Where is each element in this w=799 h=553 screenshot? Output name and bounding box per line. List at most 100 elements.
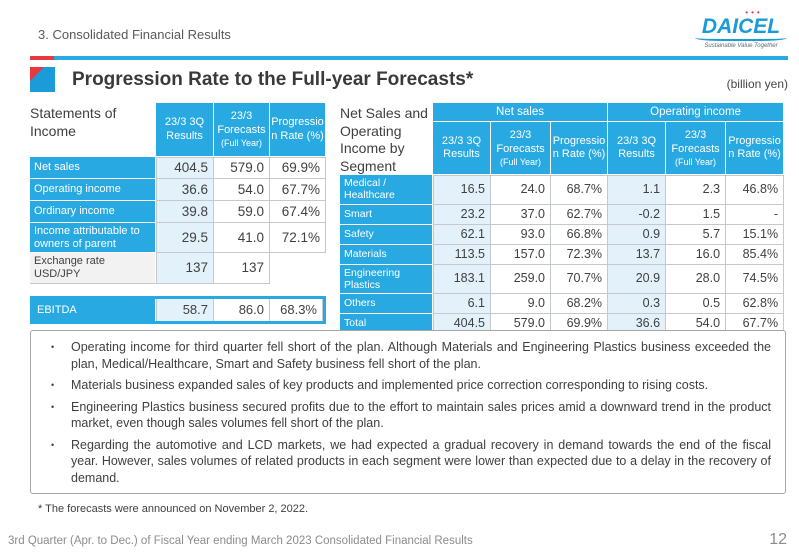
cell-value: 0.9 [608, 224, 667, 245]
title-row: Progression Rate to the Full-year Foreca… [30, 67, 788, 92]
cell-value: 66.8% [551, 224, 609, 245]
bullet-marker-icon: • [51, 401, 55, 412]
bullet-item: • Regarding the automotive and LCD market… [45, 437, 771, 487]
footer-text: 3rd Quarter (Apr. to Dec.) of Fiscal Yea… [8, 535, 473, 547]
cell-value: 37.0 [491, 204, 551, 225]
cell-value: 15.1% [726, 224, 785, 245]
cell-value: 259.0 [491, 264, 551, 294]
cell-value: 113.5 [433, 244, 491, 265]
table-row: Total 404.5 579.0 69.9% 36.6 54.0 67.7% [340, 313, 785, 334]
cell-value: 72.3% [551, 244, 609, 265]
table-row: Income attributable to owners of parent 2… [30, 223, 326, 254]
cell-value: 85.4% [726, 244, 785, 265]
cell-value: 183.1 [433, 264, 491, 294]
daicel-logo: ••• DAICEL Sustainable Value Together [693, 9, 789, 49]
row-label: Operating income [30, 179, 156, 202]
statements-of-income-table: Statements of Income 23/3 3Q Results 23/… [30, 103, 326, 284]
col-ns-forecasts-main: 23/3 Forecasts [496, 129, 545, 155]
table-row: Exchange rate USD/JPY 137 137 [30, 253, 326, 284]
cell-value: 0.5 [666, 293, 727, 314]
table-row: Safety 62.1 93.0 66.8% 0.9 5.7 15.1% [340, 224, 785, 245]
row-label: Engineering Plastics [340, 264, 433, 294]
col-oi-forecasts-sub: (Full Year) [675, 156, 717, 167]
rule-red-segment [30, 56, 54, 60]
commentary-box: • Operating income for third quarter fell… [30, 330, 786, 494]
cell-value: 6.1 [433, 293, 491, 314]
cell-value: 54.0 [214, 179, 270, 202]
col-oi-forecasts-main: 23/3 Forecasts [671, 129, 720, 155]
cell-value: 404.5 [156, 157, 214, 180]
left-table-caption: Statements of Income [30, 103, 156, 157]
cell-value: 29.5 [156, 223, 214, 254]
cell-value: 9.0 [491, 293, 551, 314]
cell-value: 0.3 [608, 293, 667, 314]
ebitda-label: EBITDA [33, 299, 156, 321]
cell-value: 70.7% [551, 264, 609, 294]
cell-value: 41.0 [214, 223, 270, 254]
row-label: Ordinary income [30, 201, 156, 224]
col-results: 23/3 3Q Results [156, 103, 214, 157]
bullet-marker-icon: • [51, 439, 55, 450]
cell-value: 36.6 [608, 313, 667, 334]
col-ns-forecasts-sub: (Full Year) [499, 156, 542, 167]
bullet-item: • Materials business expanded sales of ke… [45, 377, 771, 394]
cell-value: 59.0 [214, 201, 270, 224]
logo-swoosh-icon [695, 38, 787, 41]
bullet-text: Engineering Plastics business secured pr… [71, 399, 771, 431]
group-net-sales: Net sales [433, 103, 609, 123]
cell-value [270, 253, 326, 284]
cell-value: 74.5% [726, 264, 785, 294]
title-marker-icon [30, 67, 55, 92]
bullet-item: • Operating income for third quarter fell… [45, 339, 771, 372]
bullet-item: • Engineering Plastics business secured p… [45, 399, 771, 432]
col-forecasts-sub: (Full Year) [220, 137, 263, 148]
cell-value: - [726, 204, 785, 225]
group-operating-income: Operating income [608, 103, 785, 123]
cell-value: 62.8% [726, 293, 785, 314]
cell-value: 62.7% [551, 204, 609, 225]
ebitda-row: EBITDA 58.7 86.0 68.3% [33, 299, 323, 321]
cell-value: 5.7 [666, 224, 727, 245]
page-title: Progression Rate to the Full-year Foreca… [72, 69, 474, 90]
col-progression: Progression Rate (%) [270, 103, 326, 157]
cell-value: 24.0 [491, 175, 551, 205]
row-label: Materials [340, 244, 433, 265]
cell-value: 28.0 [666, 264, 727, 294]
ebitda-results: 58.7 [156, 299, 214, 321]
ebitda-progression: 68.3% [270, 299, 323, 321]
cell-value: 69.9% [270, 157, 326, 180]
rule-blue-segment [54, 56, 788, 60]
logo-wordmark: DAICEL [701, 15, 781, 38]
cell-value: 36.6 [156, 179, 214, 202]
cell-value: 20.9 [608, 264, 667, 294]
cell-value: 2.3 [666, 175, 727, 205]
cell-value: 1.5 [666, 204, 727, 225]
left-table-header-row: Statements of Income 23/3 3Q Results 23/… [30, 103, 326, 157]
segment-subheader-row: 23/3 3Q Results 23/3 Forecasts (Full Yea… [340, 122, 785, 176]
col-ns-forecasts: 23/3 Forecasts (Full Year) [491, 122, 551, 176]
cell-value: 67.7% [270, 179, 326, 202]
table-row: Net sales 404.5 579.0 69.9% [30, 157, 326, 180]
cell-value: 579.0 [214, 157, 270, 180]
col-ns-results: 23/3 3Q Results [433, 122, 491, 176]
bullet-list: • Operating income for third quarter fell… [45, 339, 771, 486]
row-label: Others [340, 293, 433, 314]
bullet-text: Regarding the automotive and LCD markets… [71, 437, 771, 485]
col-oi-forecasts: 23/3 Forecasts (Full Year) [666, 122, 727, 176]
cell-value: 157.0 [491, 244, 551, 265]
section-title: 3. Consolidated Financial Results [38, 27, 231, 42]
cell-value: 68.2% [551, 293, 609, 314]
segment-table: Net Sales and Operating Income by Segmen… [340, 103, 785, 334]
cell-value: 72.1% [270, 223, 326, 254]
ebitda-forecast: 86.0 [214, 299, 270, 321]
row-label: Medical / Healthcare [340, 175, 433, 205]
col-forecasts: 23/3 Forecasts (Full Year) [214, 103, 270, 157]
col-ns-progression: Progression Rate (%) [551, 122, 609, 176]
cell-value: 137 [156, 253, 214, 284]
col-oi-progression: Progression Rate (%) [726, 122, 785, 176]
segment-group-header-row: Net Sales and Operating Income by Segmen… [340, 103, 785, 176]
ebitda-table: EBITDA 58.7 86.0 68.3% [30, 296, 326, 324]
table-row: Materials 113.5 157.0 72.3% 13.7 16.0 85.4% [340, 244, 785, 265]
cell-value: 16.5 [433, 175, 491, 205]
table-row: Operating income 36.6 54.0 67.7% [30, 179, 326, 202]
